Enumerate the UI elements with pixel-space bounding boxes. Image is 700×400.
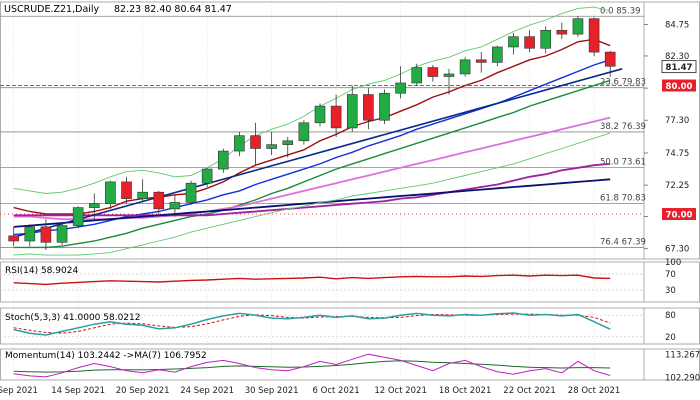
bullish-candle	[572, 18, 584, 35]
bullish-candle	[185, 182, 197, 203]
momentum-y-tick: 102.2902	[665, 373, 700, 383]
bullish-candle	[395, 82, 406, 94]
ma-red-line	[13, 38, 611, 215]
y-tick-label: 74.75	[665, 149, 689, 159]
bearish-candle	[153, 191, 165, 210]
bullish-candle	[201, 168, 213, 184]
fib-level-label: 61.8 70.83	[600, 193, 646, 203]
level-price-text: 80.00	[666, 82, 693, 92]
rsi-line	[13, 274, 611, 286]
bullish-candle	[459, 59, 471, 75]
bearish-candle	[475, 59, 487, 63]
x-tick-label: 6 Oct 2021	[313, 386, 360, 396]
bearish-candle	[556, 29, 568, 35]
bullish-candle	[379, 92, 390, 121]
bearish-candle	[250, 135, 261, 149]
x-tick-label: 22 Oct 2021	[503, 386, 556, 396]
bearish-candle	[330, 105, 342, 129]
x-tick-label: 30 Sep 2021	[245, 386, 299, 396]
y-tick-label: 77.30	[665, 116, 689, 126]
bullish-candle	[346, 94, 358, 129]
bearish-candle	[524, 36, 535, 49]
bearish-candle	[8, 235, 19, 242]
indicator-panels	[0, 273, 644, 378]
ma-purple-line	[13, 163, 611, 217]
bullish-candle	[266, 144, 277, 149]
x-tick-label: 14 Sep 2021	[51, 386, 105, 396]
bullish-candle	[169, 202, 181, 210]
bullish-candle	[411, 67, 423, 84]
bullish-candle	[217, 150, 229, 170]
y-tick-label: 82.30	[665, 52, 689, 62]
ohlc-readout: 82.23 82.40 80.64 81.47	[114, 4, 232, 15]
bullish-candle	[492, 46, 503, 63]
stoch-y-tick: 80	[665, 311, 676, 321]
bullish-candle	[137, 191, 148, 199]
bearish-candle	[121, 181, 132, 199]
fib-level-label: 0.0 85.39	[600, 6, 641, 16]
rsi-title: RSI(14) 58.9024	[5, 266, 78, 276]
rsi-y-tick: 100	[665, 258, 681, 268]
trendline	[13, 68, 623, 238]
bearish-candle	[40, 226, 52, 243]
stoch-y-tick: 20	[665, 333, 676, 343]
bullish-candle	[234, 135, 245, 152]
momentum-line	[13, 353, 611, 378]
bullish-candle	[24, 226, 36, 242]
x-tick-label: 12 Oct 2021	[374, 386, 427, 396]
axes-layer: 8 Sep 2021 14 Sep 2021 20 Sep 2021 24 Sep 2…	[0, 20, 700, 396]
current-price-box	[661, 60, 697, 74]
level-price-box	[662, 208, 696, 221]
grid-layer	[0, 1, 700, 381]
stoch-k-line	[13, 312, 611, 336]
symbol-title: USCRUDE.Z21,Daily	[4, 4, 100, 15]
x-tick-label: 20 Sep 2021	[116, 386, 170, 396]
bearish-candle	[363, 94, 374, 121]
bollinger-band-line	[13, 6, 611, 194]
bullish-candle	[56, 225, 68, 243]
bullish-candle	[508, 36, 519, 48]
fib-level-label: 38.2 76.39	[600, 122, 646, 132]
bearish-candle	[427, 67, 439, 77]
momentum-ma-line	[13, 360, 611, 373]
y-tick-label: 67.30	[665, 245, 689, 255]
bullish-candle	[298, 122, 310, 142]
bullish-candle	[282, 140, 294, 145]
current-price-text: 81.47	[666, 63, 693, 73]
fib-level-label: 23.6 79.83	[600, 78, 646, 88]
ma-navy-line	[13, 178, 611, 228]
stoch-title: Stoch(5,3,3) 41.0000 58.0212	[5, 313, 140, 323]
x-tick-label: 28 Oct 2021	[568, 386, 621, 396]
bullish-candle	[105, 181, 116, 205]
y-tick-label: 72.25	[665, 181, 689, 191]
rsi-y-tick: 30	[665, 286, 676, 296]
bullish-candle	[314, 105, 326, 124]
bullish-candle	[88, 203, 100, 208]
momentum-y-tick: 113.2673	[665, 351, 700, 361]
level-price-text: 70.00	[666, 211, 693, 221]
bullish-candle	[540, 29, 552, 49]
momentum-title: Momentum(14) 103.2442 ->MA(7) 106.7952	[5, 351, 207, 361]
level-price-box	[662, 79, 696, 92]
bullish-candle	[72, 207, 84, 226]
bearish-candle	[604, 51, 616, 67]
x-tick-label: 8 Sep 2021	[0, 386, 38, 396]
bearish-candle	[588, 18, 600, 53]
rsi-y-tick: 70	[665, 270, 676, 280]
x-tick-label: 24 Sep 2021	[180, 386, 234, 396]
price-panel: 0.0 85.39 23.6 79.83 38.2 76.39 50.0 73.61 6…	[0, 6, 646, 256]
bullish-candle	[443, 73, 455, 77]
bollinger-band-line	[13, 132, 611, 256]
fib-level-label: 50.0 73.61	[600, 158, 646, 168]
fib-level-label: 76.4 67.39	[600, 238, 646, 248]
stoch-d-line	[13, 313, 611, 334]
y-tick-label: 84.75	[665, 20, 689, 30]
x-tick-label: 18 Oct 2021	[439, 386, 492, 396]
ma-green-line	[13, 79, 611, 249]
